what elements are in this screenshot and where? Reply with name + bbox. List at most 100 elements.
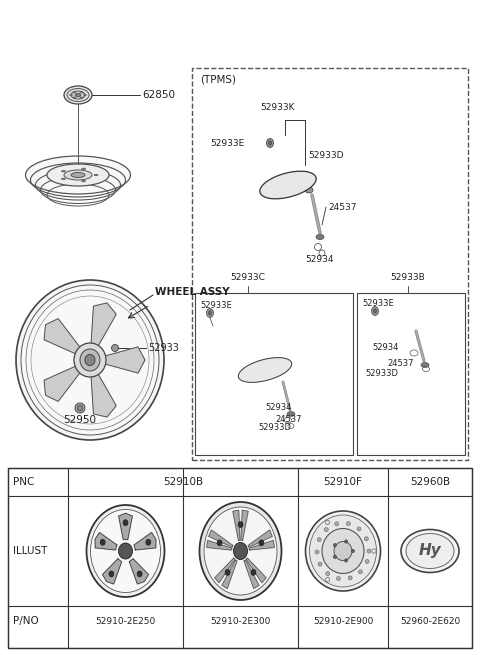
Polygon shape: [44, 366, 80, 402]
Ellipse shape: [74, 343, 106, 377]
Ellipse shape: [26, 290, 154, 430]
Polygon shape: [91, 303, 116, 346]
Ellipse shape: [111, 345, 119, 352]
Polygon shape: [233, 510, 240, 540]
Ellipse shape: [200, 502, 281, 600]
Ellipse shape: [365, 559, 369, 563]
Ellipse shape: [305, 187, 313, 193]
Ellipse shape: [61, 170, 65, 172]
Text: 52910-2E300: 52910-2E300: [210, 616, 271, 626]
Ellipse shape: [75, 403, 85, 413]
Ellipse shape: [123, 519, 128, 526]
Ellipse shape: [64, 86, 92, 104]
Ellipse shape: [84, 94, 86, 96]
Text: 52933E: 52933E: [200, 301, 232, 310]
Text: 52960B: 52960B: [410, 477, 450, 487]
Ellipse shape: [61, 178, 65, 179]
Polygon shape: [105, 347, 145, 373]
Text: WHEEL ASSY: WHEEL ASSY: [155, 287, 229, 297]
Text: 52910-2E900: 52910-2E900: [313, 616, 373, 626]
Ellipse shape: [334, 555, 336, 559]
Text: 52933E: 52933E: [210, 138, 244, 147]
Text: 24537: 24537: [387, 358, 413, 367]
Ellipse shape: [351, 550, 355, 553]
Ellipse shape: [401, 529, 459, 572]
Text: 52933D: 52933D: [308, 151, 344, 160]
Ellipse shape: [266, 138, 274, 147]
Ellipse shape: [206, 309, 214, 318]
Polygon shape: [206, 540, 232, 550]
Polygon shape: [222, 560, 237, 589]
Ellipse shape: [372, 307, 379, 316]
Ellipse shape: [146, 539, 151, 545]
Text: 52910-2E250: 52910-2E250: [96, 616, 156, 626]
Ellipse shape: [75, 94, 81, 96]
Text: 52950: 52950: [63, 415, 96, 425]
Ellipse shape: [406, 534, 454, 569]
Ellipse shape: [100, 539, 105, 545]
Text: 52933K: 52933K: [261, 102, 295, 111]
Text: 52934: 52934: [305, 255, 334, 263]
Text: 52933D: 52933D: [365, 369, 398, 377]
Ellipse shape: [71, 172, 85, 178]
Bar: [192, 68, 468, 460]
Ellipse shape: [287, 411, 295, 417]
Ellipse shape: [80, 97, 83, 98]
Polygon shape: [44, 318, 80, 354]
Ellipse shape: [251, 569, 256, 575]
Ellipse shape: [347, 521, 350, 525]
Text: 52910B: 52910B: [163, 477, 203, 487]
Ellipse shape: [47, 164, 109, 186]
Ellipse shape: [71, 91, 85, 99]
Text: 52960-2E620: 52960-2E620: [400, 616, 460, 626]
Polygon shape: [134, 533, 156, 550]
Polygon shape: [91, 373, 116, 417]
Text: 24537: 24537: [328, 202, 357, 212]
Ellipse shape: [91, 510, 160, 593]
Ellipse shape: [70, 94, 72, 96]
Ellipse shape: [348, 576, 352, 580]
Text: 52933D: 52933D: [258, 424, 291, 432]
Polygon shape: [95, 533, 117, 550]
Ellipse shape: [94, 174, 98, 176]
Ellipse shape: [316, 234, 324, 240]
Ellipse shape: [85, 354, 95, 365]
Ellipse shape: [238, 358, 292, 383]
Ellipse shape: [73, 97, 76, 98]
Text: 52933: 52933: [148, 343, 179, 353]
Ellipse shape: [324, 527, 328, 532]
Ellipse shape: [82, 180, 85, 182]
Ellipse shape: [345, 540, 348, 543]
Ellipse shape: [268, 141, 272, 145]
Ellipse shape: [334, 544, 336, 547]
Text: 52934: 52934: [265, 403, 291, 413]
Polygon shape: [249, 540, 275, 550]
Ellipse shape: [86, 505, 165, 597]
Polygon shape: [248, 530, 272, 547]
Bar: [357, 293, 465, 455]
Ellipse shape: [137, 571, 142, 577]
Text: 62850: 62850: [142, 90, 175, 100]
Ellipse shape: [238, 521, 243, 527]
Ellipse shape: [80, 92, 83, 93]
Ellipse shape: [217, 540, 222, 546]
Ellipse shape: [80, 349, 100, 371]
Text: ILLUST: ILLUST: [13, 546, 48, 556]
Ellipse shape: [364, 536, 368, 541]
Ellipse shape: [317, 538, 321, 542]
Text: 52933C: 52933C: [230, 274, 265, 282]
Polygon shape: [130, 559, 148, 584]
Text: 52910F: 52910F: [324, 477, 362, 487]
Text: 52934: 52934: [372, 343, 398, 352]
Ellipse shape: [77, 405, 83, 411]
Polygon shape: [241, 510, 248, 540]
Ellipse shape: [315, 550, 319, 554]
Ellipse shape: [64, 170, 92, 180]
Ellipse shape: [322, 529, 364, 574]
Polygon shape: [244, 560, 259, 589]
Polygon shape: [246, 558, 266, 583]
Ellipse shape: [119, 543, 132, 559]
Text: 24537: 24537: [275, 415, 301, 424]
Ellipse shape: [345, 559, 348, 562]
Bar: [8, 468, 472, 648]
